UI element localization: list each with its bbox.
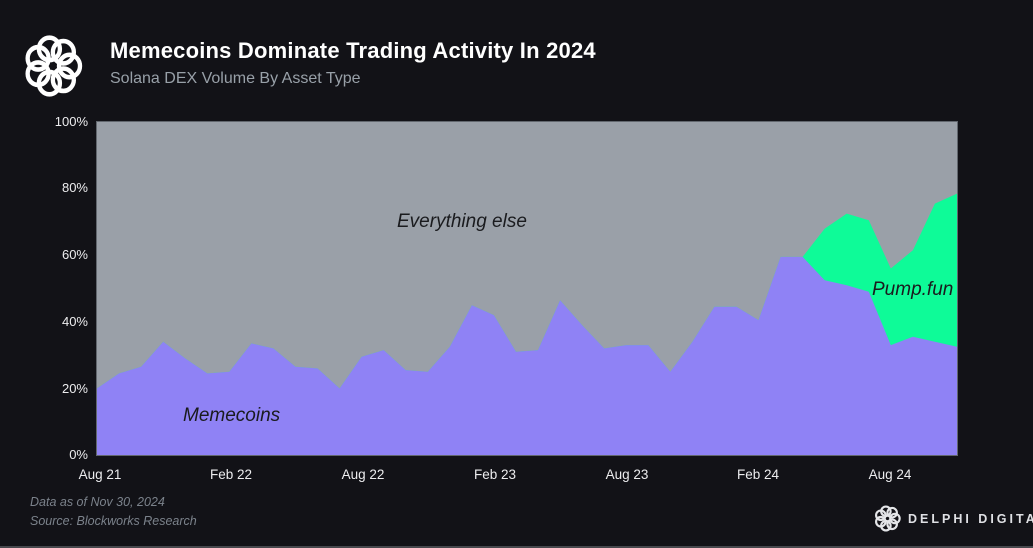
page-title: Memecoins Dominate Trading Activity In 2… (110, 38, 596, 63)
x-axis-label-aug21: Aug 21 (78, 467, 122, 482)
y-axis-label-100: 100% (54, 114, 88, 129)
x-axis-label-aug22: Aug 22 (341, 467, 385, 482)
y-axis-label-60: 60% (61, 247, 88, 262)
x-axis-label-feb24: Feb 24 (736, 467, 780, 482)
x-axis-label-aug24: Aug 24 (868, 467, 912, 482)
data-as-of-note: Data as of Nov 30, 2024 (30, 495, 165, 509)
memecoins-area (97, 256, 957, 455)
series-label-pumpfun: Pump.fun (872, 279, 954, 300)
series-label-everything-else: Everything else (397, 211, 527, 232)
y-axis-label-0: 0% (69, 447, 88, 462)
delphi-knot-footer-icon (875, 505, 901, 532)
delphi-knot-logo-icon (25, 35, 83, 97)
page-subtitle: Solana DEX Volume By Asset Type (110, 70, 361, 87)
x-axis-label-feb23: Feb 23 (473, 467, 517, 482)
brand-wordmark: DELPHI DIGITAL (908, 512, 1033, 526)
source-note: Source: Blockworks Research (30, 514, 197, 528)
y-axis-label-20: 20% (61, 381, 88, 396)
y-axis-label-80: 80% (61, 180, 88, 195)
x-axis-label-aug23: Aug 23 (605, 467, 649, 482)
bottom-divider (0, 546, 1033, 548)
series-label-memecoins: Memecoins (183, 405, 281, 426)
y-axis-label-40: 40% (61, 314, 88, 329)
chart-area-svg (96, 121, 958, 456)
x-axis-label-feb22: Feb 22 (209, 467, 253, 482)
